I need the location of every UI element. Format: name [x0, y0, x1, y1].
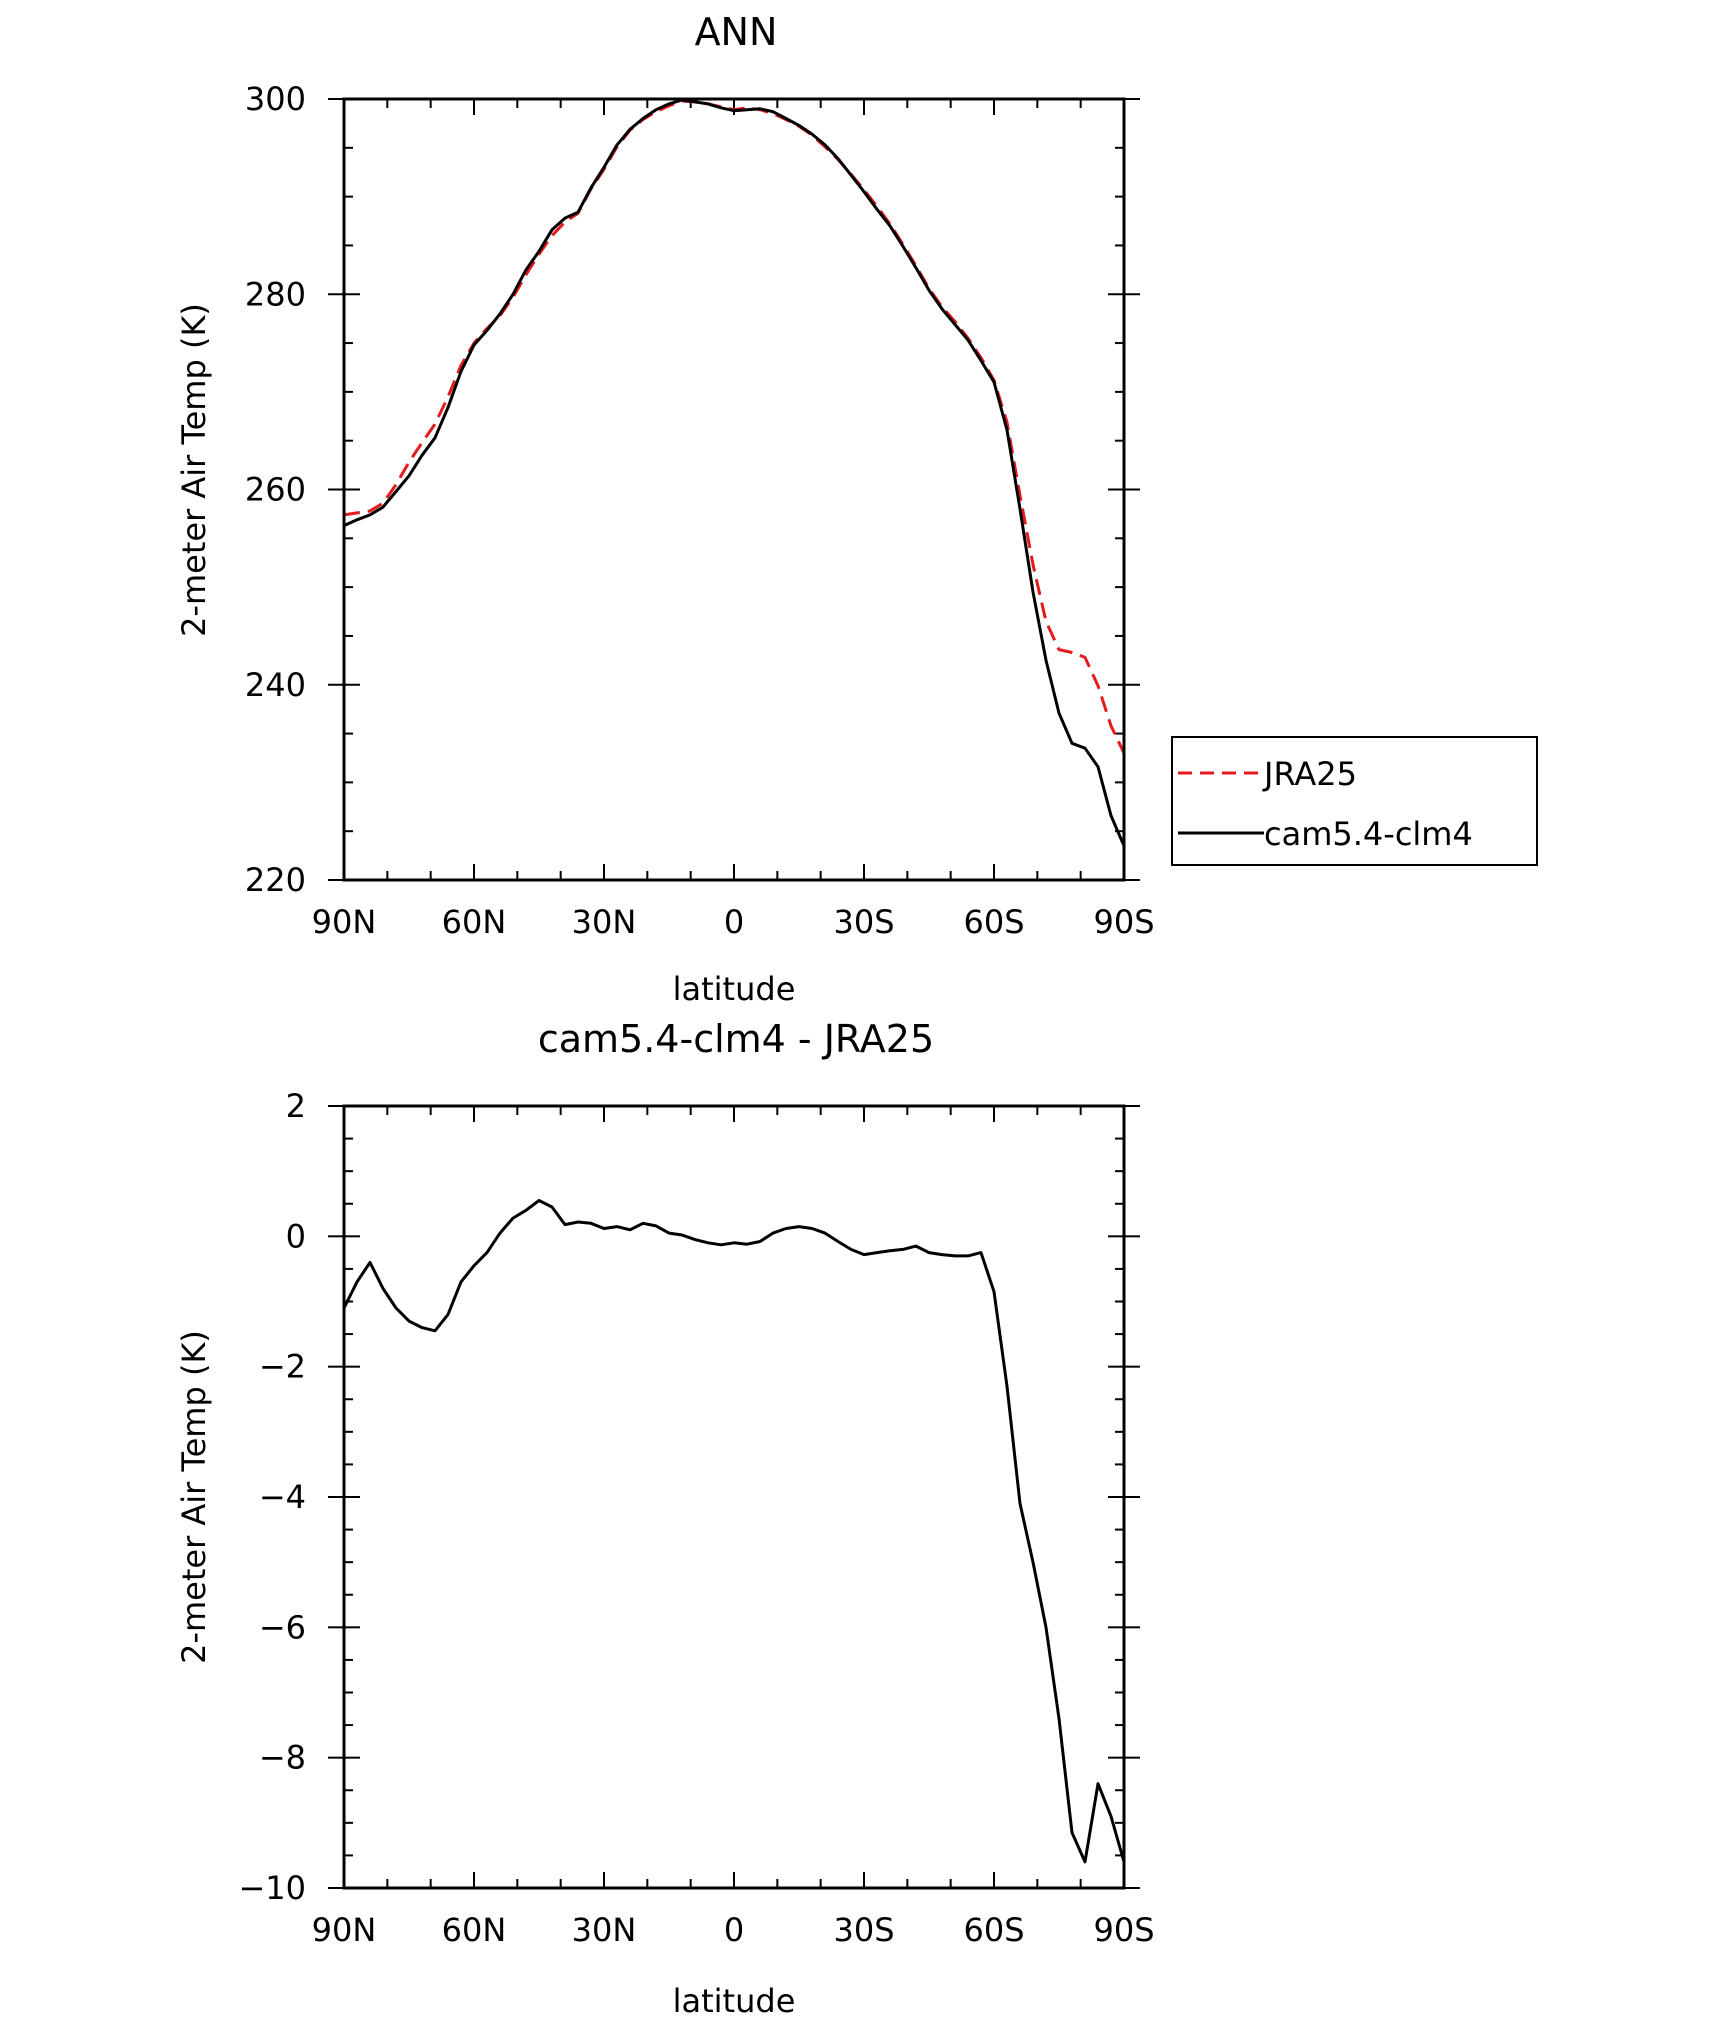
- y-axis-title: 2-meter Air Temp (K): [175, 1330, 213, 1664]
- y-tick-labels: 220 240 260 280 300: [245, 80, 306, 899]
- x-tick-label: 90N: [312, 903, 377, 941]
- y-tick-label: −4: [259, 1478, 306, 1516]
- chart-title: cam5.4-clm4 - JRA25: [538, 1017, 934, 1061]
- legend-label-jra25: JRA25: [1262, 755, 1357, 793]
- y-tick-label: 260: [245, 471, 306, 509]
- x-axis-title: latitude: [673, 1982, 796, 2020]
- plot-frame: [342, 97, 1126, 882]
- chart-title: ANN: [695, 10, 778, 54]
- y-tick-label: 240: [245, 666, 306, 704]
- x-tick-label: 30N: [572, 903, 637, 941]
- y-tick-label: 0: [286, 1217, 306, 1255]
- chart-panel-annual: ANN 90N 60N 30N 0 30S 60S 90S 220240260280300 …: [175, 10, 1538, 1008]
- x-tick-label: 90N: [312, 1911, 377, 1949]
- y-tick-label: −8: [259, 1739, 306, 1777]
- x-tick-label: 0: [724, 903, 744, 941]
- x-tick-label: 60S: [963, 903, 1024, 941]
- x-tick-labels: 90N 60N 30N 0 30S 60S 90S: [312, 1911, 1155, 1949]
- x-tick-label: 0: [724, 1911, 744, 1949]
- x-tick-label: 30S: [833, 903, 894, 941]
- legend: JRA25 cam5.4-clm4: [1171, 736, 1538, 866]
- x-tick-labels: 90N 60N 30N 0 30S 60S 90S: [312, 903, 1155, 941]
- legend-label-cam: cam5.4-clm4: [1264, 815, 1473, 853]
- x-tick-label: 30S: [833, 1911, 894, 1949]
- y-tick-label: 220: [245, 861, 306, 899]
- series-line-cam5-4-clm4: [343, 98, 1126, 847]
- series-line-difference: [342, 1199, 1126, 1864]
- plot-frame: [342, 1104, 1126, 1890]
- legend-box: [1171, 736, 1538, 866]
- y-tick-label: 2: [286, 1087, 306, 1125]
- chart-panel-difference: cam5.4-clm4 - JRA25 90N 60N 30N 0 30S 60S 90S …: [175, 1017, 1155, 2020]
- y-tick-label: 300: [245, 80, 306, 118]
- x-tick-label: 90S: [1093, 903, 1154, 941]
- x-tick-label: 90S: [1093, 1911, 1154, 1949]
- y-tick-labels: −10 −8 −6 −4 −2 0 2: [238, 1087, 306, 1907]
- y-tick-label: −10: [238, 1869, 306, 1907]
- y-tick-label: 280: [245, 275, 306, 313]
- x-tick-label: 60S: [963, 1911, 1024, 1949]
- y-tick-label: −6: [259, 1608, 306, 1646]
- x-tick-label: 60N: [442, 1911, 507, 1949]
- x-tick-label: 60N: [442, 903, 507, 941]
- series-lines: [343, 98, 1126, 847]
- series-lines: [342, 1199, 1126, 1864]
- y-axis-title: 2-meter Air Temp (K): [175, 303, 213, 637]
- x-axis-title: latitude: [673, 970, 796, 1008]
- x-tick-label: 30N: [572, 1911, 637, 1949]
- y-tick-label: −2: [259, 1348, 306, 1386]
